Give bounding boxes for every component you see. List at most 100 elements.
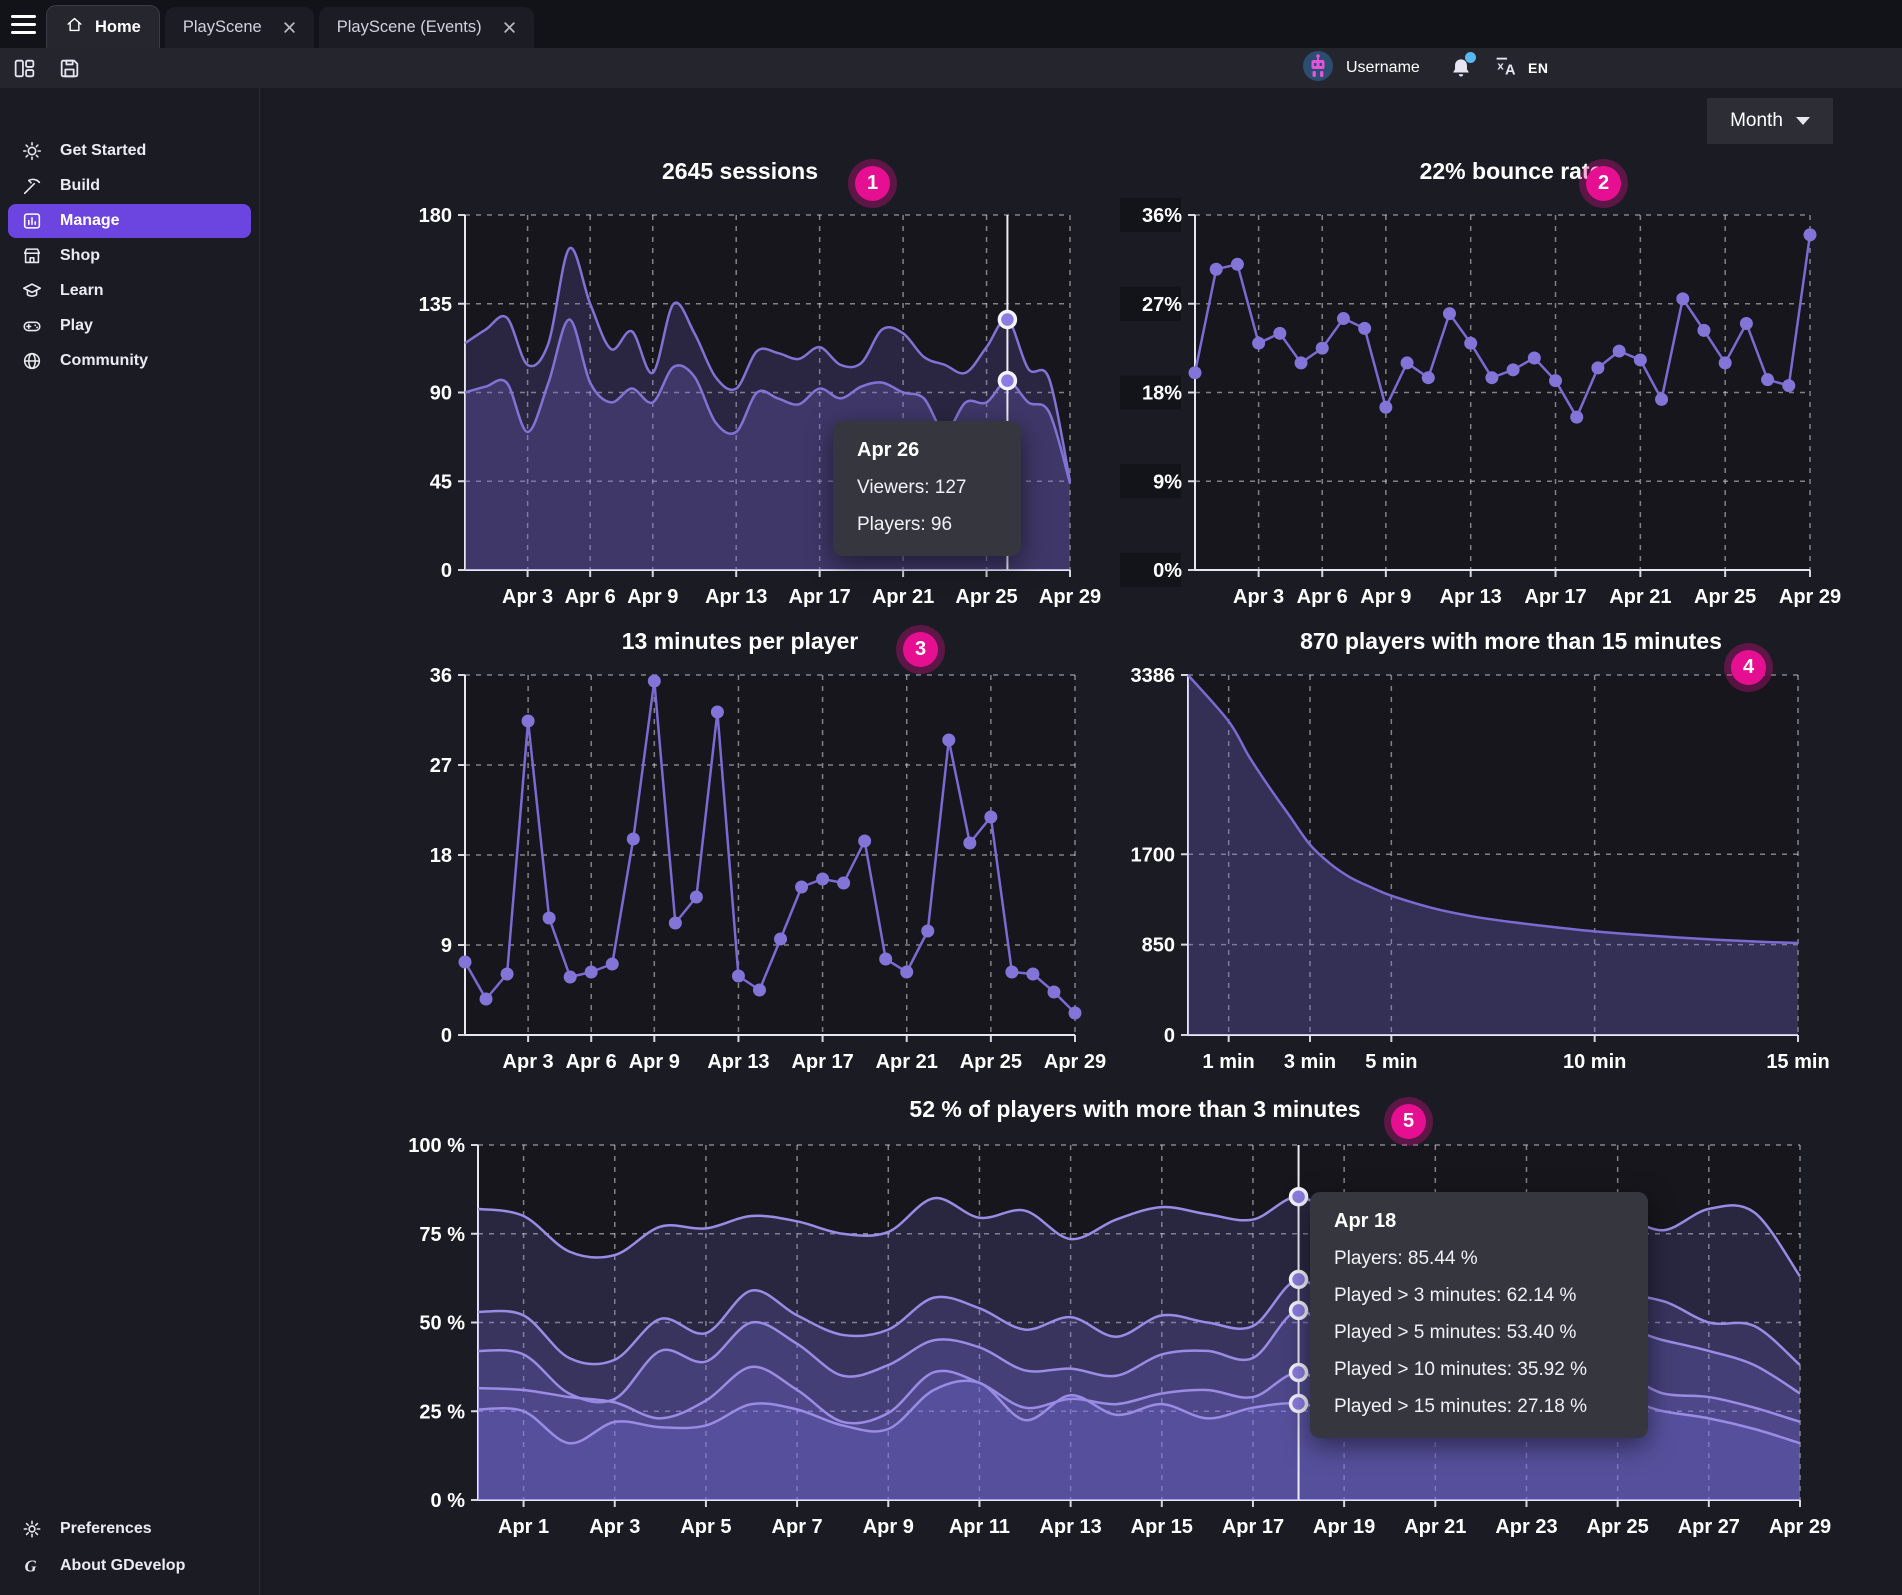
retention-chart[interactable]: 0 850 1700 3386 1 min 3 min 5 min 10 min 15 min bbox=[1120, 618, 1902, 1088]
sidebar-item-shop[interactable]: Shop bbox=[8, 239, 251, 273]
user-menu[interactable]: Username bbox=[1303, 48, 1420, 88]
sidebar-item-build[interactable]: Build bbox=[8, 169, 251, 203]
play-duration-chart-panel: 52 % of players with more than 3 minutes… bbox=[368, 1082, 1902, 1577]
bar-chart-icon bbox=[20, 210, 44, 232]
tab-playscene-events[interactable]: PlayScene (Events) bbox=[318, 7, 534, 48]
sidebar-item-get-started[interactable]: Get Started bbox=[8, 134, 251, 168]
tooltip-row: Viewers: 127 bbox=[857, 477, 967, 498]
sidebar-item-preferences[interactable]: Preferences bbox=[8, 1511, 251, 1547]
layout-columns-icon[interactable] bbox=[12, 56, 37, 81]
chart-title: 2645 sessions bbox=[661, 158, 818, 184]
chart-title: 870 players with more than 15 minutes bbox=[1300, 628, 1722, 654]
sidebar-item-label: About GDevelop bbox=[60, 1557, 186, 1574]
svg-text:Apr 25: Apr 25 bbox=[960, 1051, 1022, 1073]
globe-icon bbox=[20, 350, 44, 372]
sidebar-item-label: Shop bbox=[60, 247, 100, 264]
tab-label: PlayScene bbox=[182, 18, 262, 36]
sidebar-item-play[interactable]: Play bbox=[8, 309, 251, 343]
retention-chart-panel: 870 players with more than 15 minutes 4 … bbox=[1120, 618, 1902, 1088]
tooltip-title: Apr 18 bbox=[1334, 1210, 1397, 1232]
menu-button[interactable] bbox=[0, 0, 46, 48]
svg-text:3 min: 3 min bbox=[1284, 1051, 1336, 1073]
username-label: Username bbox=[1346, 59, 1420, 76]
play-duration-chart[interactable]: 0 % 25 % 50 % 75 % 100 % Apr 1 Apr 3 Apr 5 Apr 7… bbox=[368, 1082, 1902, 1577]
svg-text:Apr 29: Apr 29 bbox=[1779, 586, 1841, 608]
tab-label: PlayScene (Events) bbox=[336, 18, 482, 36]
tooltip-row: Players: 96 bbox=[857, 514, 953, 535]
svg-text:Apr 9: Apr 9 bbox=[863, 1516, 914, 1538]
gamepad-icon bbox=[20, 315, 44, 337]
svg-text:Apr 6: Apr 6 bbox=[566, 1051, 617, 1073]
avatar bbox=[1303, 50, 1333, 86]
svg-text:25 %: 25 % bbox=[419, 1401, 465, 1423]
svg-text:Apr 3: Apr 3 bbox=[503, 1051, 554, 1073]
svg-text:Apr 17: Apr 17 bbox=[789, 586, 851, 608]
minutes-per-player-chart[interactable]: 0 9 18 27 36 Apr 3 Apr 6 Apr 9 Apr 13 Apr 17 Apr 2… bbox=[368, 618, 1112, 1088]
svg-text:90: 90 bbox=[430, 383, 452, 405]
svg-text:27%: 27% bbox=[1142, 294, 1182, 316]
svg-text:Apr 6: Apr 6 bbox=[1297, 586, 1348, 608]
svg-text:Apr 9: Apr 9 bbox=[629, 1051, 680, 1073]
svg-text:36%: 36% bbox=[1142, 205, 1182, 227]
language-code[interactable]: EN bbox=[1528, 60, 1549, 76]
svg-text:Apr 6: Apr 6 bbox=[565, 586, 616, 608]
hamburger-icon bbox=[10, 14, 36, 34]
svg-text:Apr 5: Apr 5 bbox=[680, 1516, 731, 1538]
storefront-icon bbox=[20, 245, 44, 267]
svg-text:36: 36 bbox=[430, 665, 452, 687]
svg-text:1 min: 1 min bbox=[1203, 1051, 1255, 1073]
period-selector-value: Month bbox=[1730, 110, 1783, 131]
svg-text:0: 0 bbox=[441, 1025, 452, 1047]
svg-text:Apr 13: Apr 13 bbox=[705, 586, 767, 608]
home-icon bbox=[65, 15, 84, 39]
svg-text:Apr 17: Apr 17 bbox=[791, 1051, 853, 1073]
tooltip-rows: Viewers: 127 Players: 96 bbox=[857, 477, 997, 536]
svg-text:Apr 25: Apr 25 bbox=[1587, 1516, 1649, 1538]
svg-text:Apr 3: Apr 3 bbox=[1233, 586, 1284, 608]
svg-text:Apr 29: Apr 29 bbox=[1039, 586, 1101, 608]
close-icon[interactable] bbox=[503, 21, 516, 34]
sidebar-item-label: Community bbox=[60, 352, 148, 369]
chart-title: 52 % of players with more than 3 minutes bbox=[909, 1096, 1361, 1122]
svg-text:Apr 11: Apr 11 bbox=[949, 1516, 1010, 1538]
sessions-chart-panel: 2645 sessions 1 0 45 90 135 180 Apr 3 Apr 6 Apr… bbox=[368, 138, 1112, 613]
svg-text:Apr 21: Apr 21 bbox=[1609, 586, 1671, 608]
notifications-bell-icon[interactable] bbox=[1448, 52, 1476, 81]
svg-text:Apr 13: Apr 13 bbox=[707, 1051, 769, 1073]
close-icon[interactable] bbox=[283, 21, 296, 34]
sidebar-item-manage[interactable]: Manage bbox=[8, 204, 251, 238]
gear-icon bbox=[20, 1518, 44, 1540]
tab-label: Home bbox=[95, 17, 141, 36]
step-badge-3: 3 bbox=[903, 632, 938, 667]
step-badge-1: 1 bbox=[855, 166, 890, 201]
sidebar-item-label: Learn bbox=[60, 282, 104, 299]
sidebar-item-about[interactable]: G About GDevelop bbox=[8, 1548, 251, 1584]
tooltip-row: Played > 5 minutes: 53.40 % bbox=[1334, 1322, 1577, 1343]
sidebar: Get Started Build Manage Shop Learn bbox=[0, 88, 260, 1595]
sidebar-item-community[interactable]: Community bbox=[8, 344, 251, 378]
save-icon[interactable] bbox=[57, 56, 82, 81]
svg-text:Apr 3: Apr 3 bbox=[502, 586, 553, 608]
bounce-rate-chart-panel: 22% bounce rate 2 0% 9% 18% 27% 36% Apr 3 Apr … bbox=[1120, 138, 1902, 613]
tooltip-title: Apr 26 bbox=[857, 439, 920, 461]
svg-text:135: 135 bbox=[419, 294, 452, 316]
tooltip-row: Players: 85.44 % bbox=[1334, 1248, 1478, 1269]
svg-text:G: G bbox=[25, 1557, 37, 1576]
bounce-rate-chart[interactable]: 0% 9% 18% 27% 36% Apr 3 Apr 6 Apr 9 Apr 13 Apr 17… bbox=[1120, 138, 1902, 613]
svg-text:3386: 3386 bbox=[1131, 665, 1176, 687]
svg-text:Apr 13: Apr 13 bbox=[1039, 1516, 1101, 1538]
svg-text:Apr 29: Apr 29 bbox=[1769, 1516, 1831, 1538]
svg-text:Apr 9: Apr 9 bbox=[1360, 586, 1411, 608]
pickaxe-icon bbox=[20, 175, 44, 197]
period-selector[interactable]: Month bbox=[1707, 98, 1833, 144]
tab-home[interactable]: Home bbox=[46, 5, 160, 48]
svg-text:Apr 1: Apr 1 bbox=[498, 1516, 549, 1538]
graduation-cap-icon bbox=[20, 280, 44, 302]
svg-text:27: 27 bbox=[430, 755, 452, 777]
sidebar-item-learn[interactable]: Learn bbox=[8, 274, 251, 308]
tab-playscene[interactable]: PlayScene bbox=[164, 7, 314, 48]
tooltip-row: Played > 3 minutes: 62.14 % bbox=[1334, 1285, 1577, 1306]
sun-icon bbox=[20, 140, 44, 162]
